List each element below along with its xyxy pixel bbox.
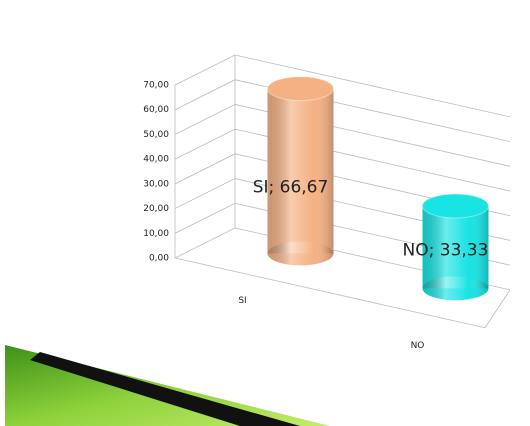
- y-tick-label: 50,00: [143, 130, 169, 140]
- cylinder-top: [267, 76, 334, 102]
- y-tick-label: 30,00: [143, 179, 169, 189]
- category-label: NO: [411, 341, 425, 351]
- grid-line: [174, 54, 511, 118]
- grid-line: [174, 128, 511, 192]
- cylinder-base-shade: [267, 241, 334, 266]
- y-tick-label: 20,00: [143, 204, 169, 214]
- y-tick-label: 40,00: [143, 155, 169, 165]
- bar-shade: [422, 205, 489, 289]
- plot: 0,00 10,00 20,00 30,00 40,00 50,00 60,00 70,00 S…: [143, 54, 511, 351]
- cylinder-base-shade: [422, 276, 489, 301]
- grid-line: [174, 178, 511, 241]
- value-label: NO; 33,33: [403, 240, 489, 260]
- decor-arrow: [5, 345, 330, 426]
- cylinder-top: [422, 193, 489, 219]
- grid-line: [174, 153, 511, 217]
- y-tick-label: 60,00: [143, 105, 169, 115]
- grid-line: [174, 104, 511, 167]
- y-tick-label: 70,00: [143, 81, 169, 91]
- bar-shade: [267, 88, 334, 254]
- floor-edge: [484, 289, 511, 328]
- y-tick-label: 0,00: [149, 254, 169, 264]
- grid-line: [174, 227, 511, 291]
- grid-line: [174, 202, 511, 266]
- category-label: SI: [238, 296, 246, 306]
- value-label: SI; 66,67: [253, 178, 329, 198]
- y-tick-label: 10,00: [143, 229, 169, 239]
- floor-edge: [174, 257, 486, 329]
- grid-line: [174, 79, 511, 142]
